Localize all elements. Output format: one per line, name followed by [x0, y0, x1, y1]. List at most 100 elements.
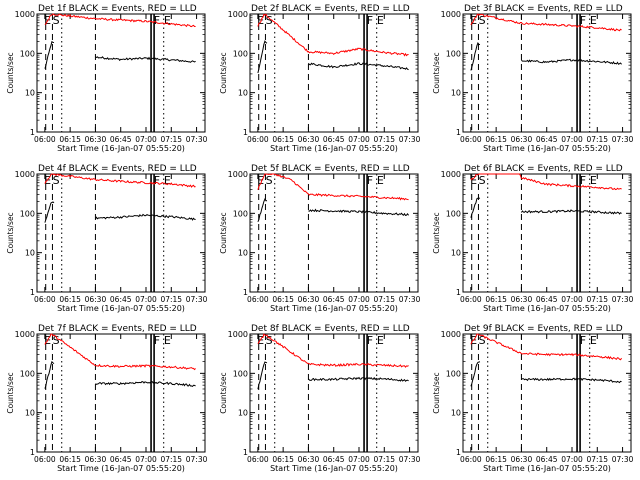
x-tick-label: 06:30: [298, 295, 320, 304]
y-tick-label: 10: [451, 409, 461, 418]
y-tick-label: 100: [446, 369, 461, 378]
x-axis-label: Start Time (16-Jan-07 05:55:20): [57, 304, 185, 313]
y-tick-label: 100: [446, 209, 461, 218]
y-tick-label: 10: [238, 89, 248, 98]
x-axis-label: Start Time (16-Jan-07 05:55:20): [483, 464, 611, 473]
y-tick-label: 10: [238, 409, 248, 418]
x-tick-label: 07:00: [561, 455, 583, 464]
x-tick-label: 07:15: [160, 135, 182, 144]
y-tick-label: 100: [20, 369, 35, 378]
x-tick-label: 06:45: [536, 135, 558, 144]
panel-3: Det 3f BLACK = Events, RED = LLD 1 10 100 10…: [432, 4, 634, 153]
x-tick-label: 07:15: [373, 455, 395, 464]
y-tick-label: 1000: [441, 10, 461, 19]
x-tick-label: 06:15: [272, 135, 294, 144]
x-tick-label: 07:30: [399, 135, 421, 144]
series-events-line: [44, 40, 196, 69]
panel-7: Det 7f BLACK = Events, RED = LLD 1 10 100 10…: [6, 324, 208, 473]
x-tick-label: 06:15: [485, 295, 507, 304]
panel-title: Det 6f BLACK = Events, RED = LLD: [464, 164, 623, 174]
marker-label: E: [377, 334, 384, 347]
x-tick-label: 06:45: [323, 455, 345, 464]
series-events-line: [470, 41, 622, 71]
x-tick-label: 06:00: [247, 295, 269, 304]
panel-1: Det 1f BLACK = Events, RED = LLD 1 10 100 10…: [6, 4, 208, 153]
marker-label: F: [154, 334, 160, 347]
x-tick-label: 06:00: [34, 455, 56, 464]
x-tick-label: 07:30: [186, 295, 208, 304]
x-tick-label: 07:00: [135, 135, 157, 144]
y-tick-label: 100: [233, 49, 248, 58]
x-tick-label: 07:15: [586, 135, 608, 144]
y-axis-label: Counts/sec: [432, 212, 441, 253]
marker-label: S: [53, 14, 60, 27]
x-tick-label: 07:00: [348, 455, 370, 464]
marker-label: S: [479, 334, 486, 347]
x-tick-label: 06:15: [485, 135, 507, 144]
marker-label: E: [590, 174, 597, 187]
series-lld-line: [44, 173, 196, 188]
x-tick-label: 07:00: [348, 135, 370, 144]
y-tick-label: 10: [451, 89, 461, 98]
y-tick-label: 1000: [228, 330, 248, 339]
y-axis-label: Counts/sec: [219, 52, 228, 93]
series-events-line: [470, 197, 622, 218]
x-tick-label: 06:00: [460, 455, 482, 464]
x-tick-label: 07:15: [160, 295, 182, 304]
panel-title: Det 8f BLACK = Events, RED = LLD: [251, 324, 410, 334]
series-events-line: [44, 201, 196, 223]
y-tick-label: 1: [243, 288, 248, 297]
y-tick-label: 1: [30, 128, 35, 137]
x-tick-label: 07:30: [612, 295, 634, 304]
x-tick-label: 07:30: [612, 135, 634, 144]
x-tick-label: 06:30: [85, 295, 107, 304]
marker-label: F: [367, 14, 373, 27]
x-tick-label: 07:00: [135, 295, 157, 304]
y-axis-label: Counts/sec: [432, 52, 441, 93]
x-axis-label: Start Time (16-Jan-07 05:55:20): [270, 304, 398, 313]
marker-label: E: [377, 174, 384, 187]
y-tick-label: 10: [25, 249, 35, 258]
panel-title: Det 9f BLACK = Events, RED = LLD: [464, 324, 623, 334]
x-tick-label: 06:45: [110, 455, 132, 464]
x-tick-label: 06:00: [247, 135, 269, 144]
panel-8: Det 8f BLACK = Events, RED = LLD 1 10 100 10…: [219, 324, 421, 473]
y-tick-label: 1000: [15, 330, 35, 339]
y-tick-label: 10: [25, 409, 35, 418]
y-tick-label: 1: [243, 128, 248, 137]
series-lld-line: [257, 173, 409, 201]
y-tick-label: 10: [25, 89, 35, 98]
y-tick-label: 100: [20, 209, 35, 218]
marker-label: E: [257, 334, 264, 347]
x-tick-label: 07:30: [399, 295, 421, 304]
x-tick-label: 06:45: [536, 295, 558, 304]
marker-label: E: [470, 174, 477, 187]
y-tick-label: 100: [20, 49, 35, 58]
x-tick-label: 06:30: [511, 455, 533, 464]
x-tick-label: 07:30: [186, 135, 208, 144]
marker-label: S: [266, 14, 273, 27]
series-lld-line: [44, 333, 196, 371]
marker-label: F: [580, 174, 586, 187]
series-events-line: [257, 361, 409, 390]
panel-9: Det 9f BLACK = Events, RED = LLD 1 10 100 10…: [432, 324, 634, 473]
marker-label: F: [154, 14, 160, 27]
panel-4: Det 4f BLACK = Events, RED = LLD 1 10 100 10…: [6, 164, 208, 313]
panel-title: Det 4f BLACK = Events, RED = LLD: [38, 164, 197, 174]
y-tick-label: 1: [30, 288, 35, 297]
x-tick-label: 07:15: [373, 135, 395, 144]
marker-label: F: [580, 334, 586, 347]
y-tick-label: 1000: [15, 170, 35, 179]
y-tick-label: 1: [456, 128, 461, 137]
marker-label: E: [164, 14, 171, 27]
y-tick-label: 1000: [228, 170, 248, 179]
x-tick-label: 06:15: [59, 135, 81, 144]
x-axis-label: Start Time (16-Jan-07 05:55:20): [483, 144, 611, 153]
x-tick-label: 06:15: [485, 455, 507, 464]
series-events-line: [257, 40, 409, 74]
y-axis-label: Counts/sec: [6, 212, 15, 253]
x-tick-label: 06:15: [272, 455, 294, 464]
y-axis-label: Counts/sec: [432, 372, 441, 413]
marker-label: E: [590, 334, 597, 347]
